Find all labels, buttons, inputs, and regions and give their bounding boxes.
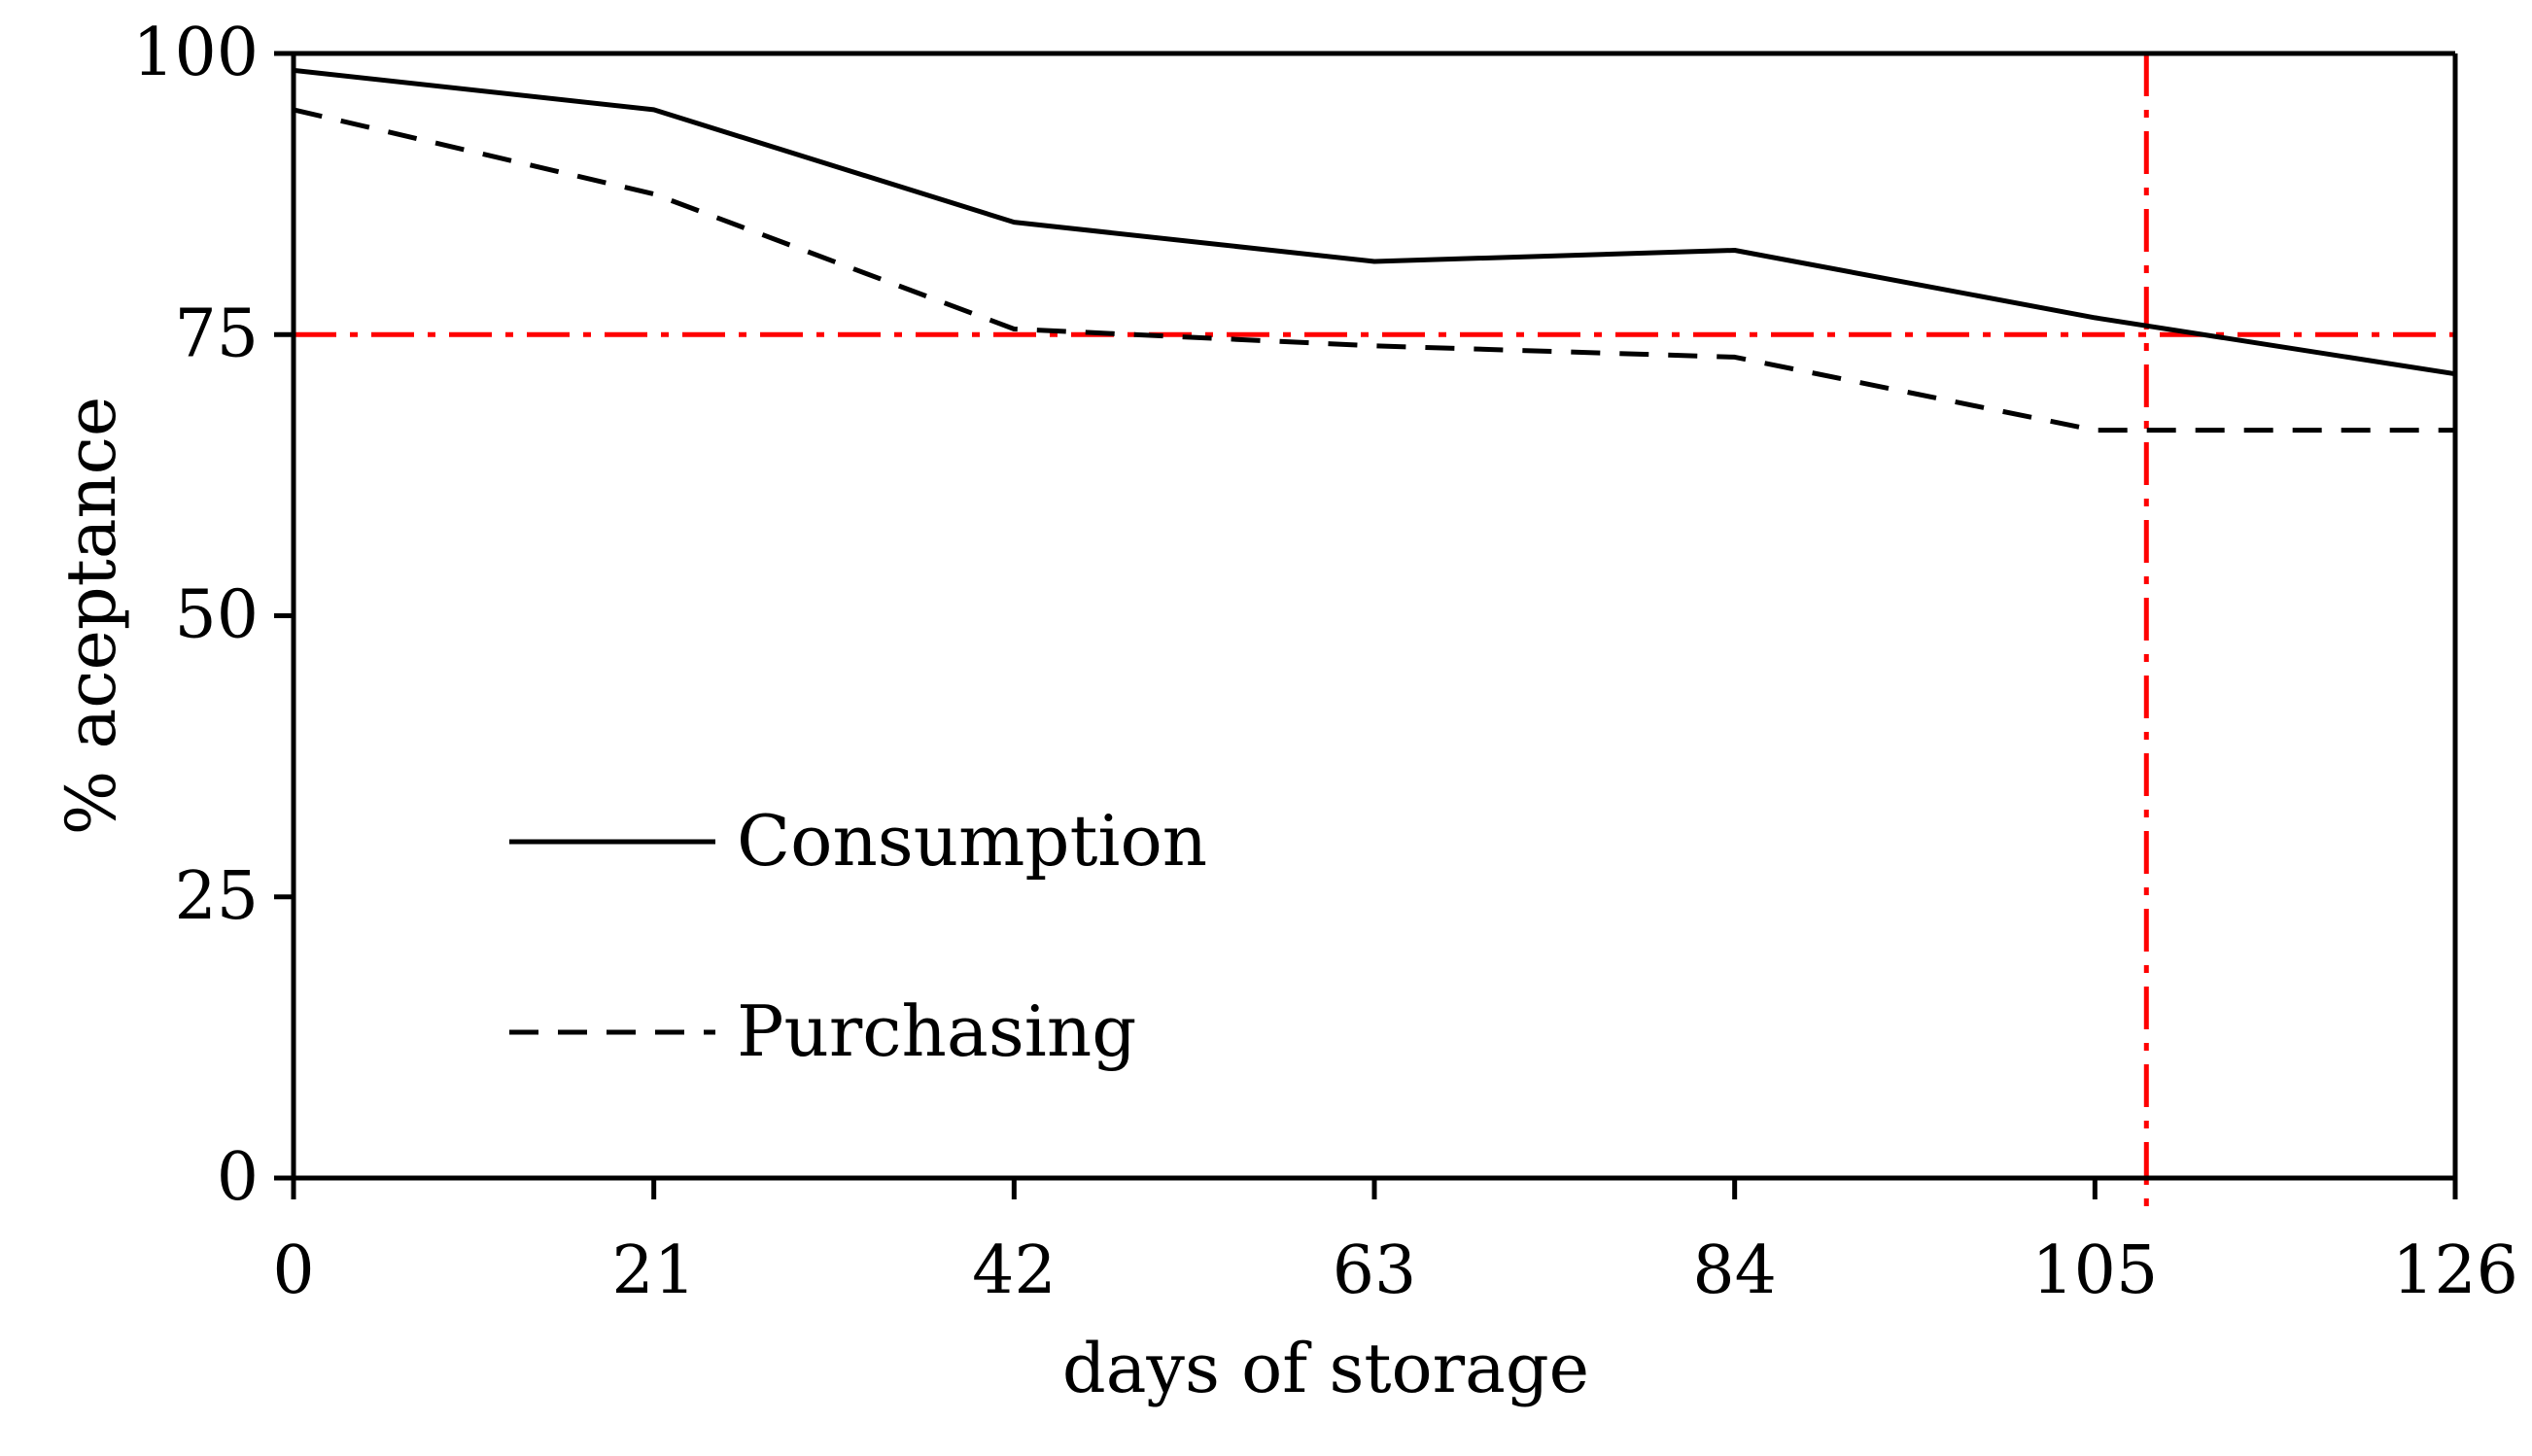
axes <box>291 51 2458 1181</box>
x-tick-label: 42 <box>972 1232 1057 1309</box>
x-tick-label: 84 <box>1692 1232 1777 1309</box>
x-axis-title: days of storage <box>1062 1329 1589 1408</box>
reference-lines <box>294 53 2455 1209</box>
y-tick-label: 50 <box>174 577 259 654</box>
series-lines <box>293 67 2456 433</box>
y-axis-title: % aceptance <box>52 397 131 836</box>
y-tick-label: 0 <box>217 1139 259 1216</box>
legend-label-purchasing: Purchasing <box>737 990 1136 1072</box>
y-tick-label: 75 <box>174 295 259 372</box>
tick-labels: 0 25 50 75 100 0 21 42 63 84 105 126 <box>132 15 2518 1309</box>
x-tick-label: 0 <box>272 1232 314 1309</box>
x-tick-label: 105 <box>2031 1232 2158 1309</box>
axis-titles: days of storage % aceptance <box>52 397 1589 1408</box>
series-line-purchasing <box>293 107 2455 433</box>
x-tick-label: 126 <box>2392 1232 2518 1309</box>
y-tick-label: 25 <box>174 858 259 935</box>
x-tick-label: 21 <box>611 1232 696 1309</box>
legend-label-consumption: Consumption <box>737 800 1207 882</box>
x-tick-label: 63 <box>1333 1232 1417 1309</box>
series-line-consumption <box>293 67 2456 377</box>
y-tick-label: 100 <box>132 15 259 91</box>
legend: Consumption Purchasing <box>509 800 1207 1072</box>
ticks <box>274 51 2458 1199</box>
